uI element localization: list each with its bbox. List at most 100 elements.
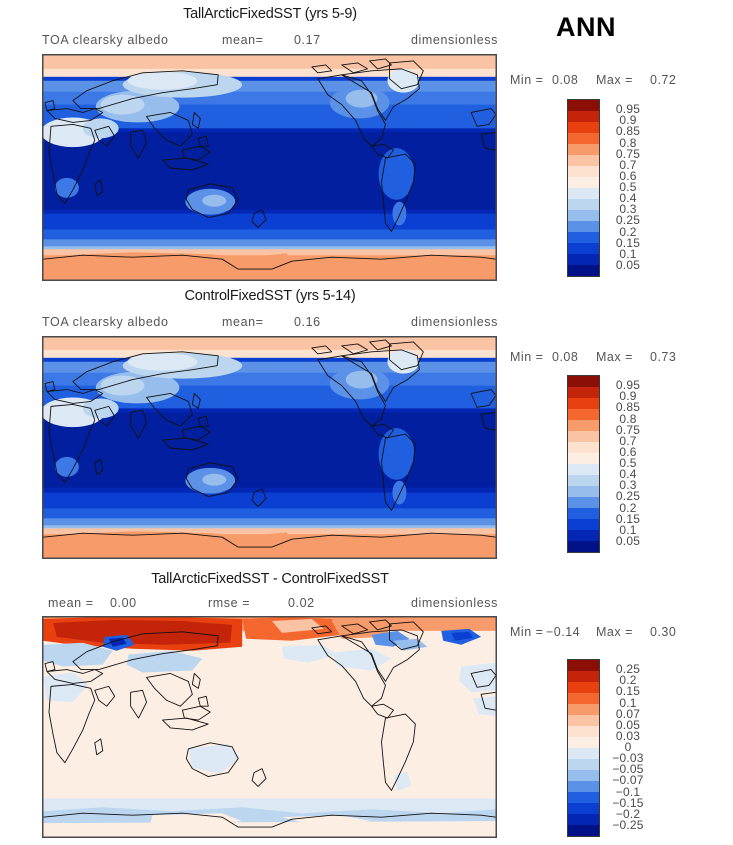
colorbar[interactable] [567,375,600,553]
colorbar-segment [568,737,599,748]
min-value: 0.08 [552,350,579,364]
colorbar-tick-label: −0.2 [615,806,641,821]
colorbar-segment [568,177,599,188]
colorbar-segment [568,825,599,836]
colorbar-tick-label: 0.2 [619,673,637,688]
colorbar-segment [568,442,599,453]
colorbar-segment [568,387,599,398]
colorbar-segment [568,759,599,770]
variable-label: TOA clearsky albedo [42,33,169,47]
min-label: Min = [510,350,544,364]
min-value: −0.14 [546,625,581,639]
colorbar-segment [568,133,599,144]
colorbar-segment [568,770,599,781]
colorbar[interactable] [567,659,600,837]
colorbar-tick-label: 0.75 [615,146,641,161]
colorbar-tick-label: 0.3 [619,478,637,493]
colorbar-tick-label: 0.8 [619,135,637,150]
season-label: ANN [556,12,616,42]
colorbar-segment [568,464,599,475]
panel-subheader: mean = 0.00 rmse = 0.02 dimensionless [42,596,498,612]
variable-label: TOA clearsky albedo [42,315,169,329]
colorbar-tick-label: −0.05 [612,762,644,777]
colorbar-segment [568,660,599,671]
colorbar-segment [568,486,599,497]
colorbar-tick-label: 0.95 [615,378,641,393]
colorbar-tick-label: 0.25 [615,662,641,677]
colorbar-segment [568,210,599,221]
mean-label: mean= [222,315,264,329]
colorbar-segment [568,671,599,682]
colorbar-tick-label: −0.25 [612,817,644,832]
colorbar-segment [568,693,599,704]
colorbar-segment [568,420,599,431]
mean-label: mean = [48,596,94,610]
colorbar-segment [568,409,599,420]
colorbar-tick-label: 0.3 [619,202,637,217]
colorbar-tick-label: −0.15 [612,795,644,810]
colorbar-segment [568,792,599,803]
rmse-label: rmse = [208,596,251,610]
colorbar-segment [568,682,599,693]
colorbar-segment [568,232,599,243]
max-label: Max = [596,625,633,639]
rmse-value: 0.02 [288,596,315,610]
units-label: dimensionless [410,596,498,610]
min-label: Min = [510,73,544,87]
map-canvas [43,617,496,837]
colorbar-segment [568,530,599,541]
colorbar-segment [568,814,599,825]
world-map-difference[interactable] [42,616,497,838]
colorbar-tick-label: 0.5 [619,456,637,470]
colorbar-segment [568,100,599,111]
colorbar-segment [568,155,599,166]
colorbar-tick-label: 0.15 [615,684,641,699]
colorbar-tick-label: 0.9 [619,389,637,404]
colorbar-labels: 0.95 0.9 0.85 0.8 0.75 0.7 0.6 0.5 0.4 0.3 0.25 0.2… [598,99,658,277]
max-label: Max = [596,73,633,87]
colorbar-segment [568,122,599,133]
colorbar-segment [568,704,599,715]
colorbar-labels: 0.25 0.2 0.15 0.1 0.07 0.05 0.03 0 −0.03 −0.05 −0.… [598,659,658,837]
min-label: Min = [510,625,544,639]
colorbar-segment [568,111,599,122]
units-label: dimensionless [410,315,498,329]
colorbar-tick-label: 0.15 [615,235,641,250]
colorbar-tick-label: 0.1 [619,246,637,261]
colorbar-segment [568,803,599,814]
units-label: dimensionless [410,33,498,47]
world-map-control[interactable] [42,336,497,559]
mean-value: 0.16 [294,315,321,329]
colorbar-segment [568,497,599,508]
colorbar-tick-label: 0.15 [615,511,641,526]
max-value: 0.30 [650,625,677,639]
colorbar-segment [568,243,599,254]
panel-title: TallArcticFixedSST (yrs 5-9) [183,6,357,22]
colorbar[interactable] [567,99,600,277]
colorbar-segment [568,398,599,409]
colorbar-tick-label: 0.1 [619,522,637,537]
panel-title: ControlFixedSST (yrs 5-14) [184,288,356,304]
map-canvas [43,55,496,280]
colorbar-tick-label: 0.6 [619,444,637,459]
colorbar-tick-label: 0.2 [619,500,637,515]
colorbar-tick-label: 0.05 [615,533,641,548]
colorbar-segment [568,781,599,792]
colorbar-tick-label: 0.5 [619,180,637,194]
colorbar-tick-label: 0.7 [619,157,637,172]
colorbar-tick-label: 0.05 [615,257,641,272]
world-map-test[interactable] [42,54,497,281]
colorbar-tick-label: 0 [624,740,632,754]
colorbar-tick-label: −0.07 [612,773,644,788]
colorbar-segment [568,453,599,464]
colorbar-tick-label: 0.6 [619,168,637,183]
colorbar-tick-label: 0.85 [615,400,641,415]
colorbar-segment [568,431,599,442]
colorbar-tick-label: 0.05 [615,717,641,732]
colorbar-tick-label: 0.25 [615,489,641,504]
colorbar-segment [568,726,599,737]
colorbar-tick-label: 0.85 [615,124,641,139]
colorbar-segment [568,519,599,530]
panel-title: TallArcticFixedSST - ControlFixedSST [151,571,389,587]
colorbar-segment [568,508,599,519]
